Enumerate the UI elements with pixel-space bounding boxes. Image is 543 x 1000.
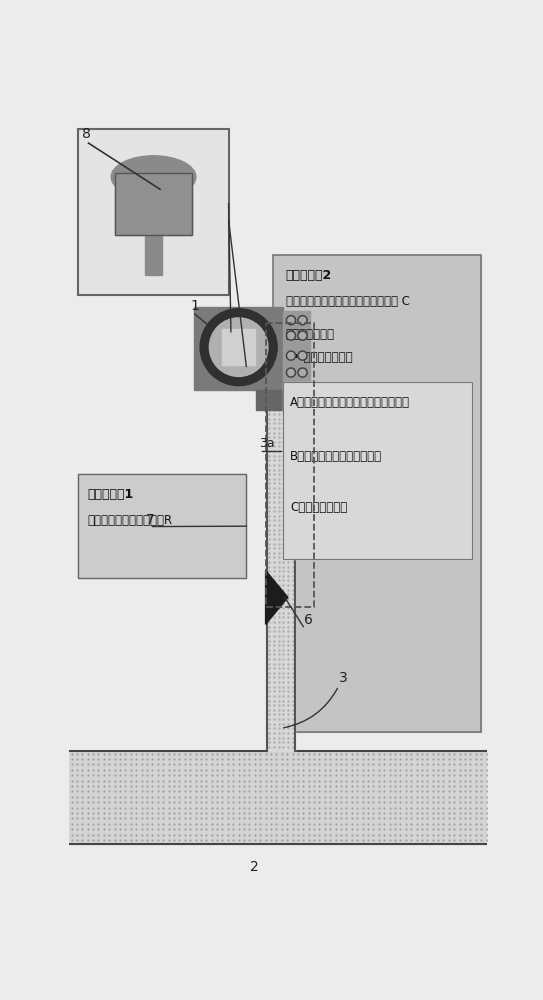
Bar [256, 390, 306, 410]
Ellipse shape [111, 156, 196, 198]
Bar [79, 129, 229, 295]
Text: 3: 3 [339, 671, 348, 685]
Text: 堵塞（闭塞）的流路阻抗R: 堵塞（闭塞）的流路阻抗R [88, 514, 173, 527]
Circle shape [210, 318, 268, 376]
Text: 2: 2 [250, 860, 259, 874]
Bar [273, 255, 481, 732]
Bar [145, 235, 162, 275]
Circle shape [286, 331, 295, 340]
Circle shape [288, 369, 294, 376]
Circle shape [288, 333, 294, 339]
Circle shape [286, 316, 295, 325]
Circle shape [299, 333, 306, 339]
Text: 7: 7 [146, 513, 155, 527]
Circle shape [200, 309, 277, 386]
Circle shape [298, 368, 307, 377]
Text: 有关的要素2: 有关的要素2 [286, 269, 332, 282]
Circle shape [299, 369, 306, 376]
Circle shape [286, 351, 295, 360]
Text: 3a: 3a [258, 437, 274, 450]
Text: 8: 8 [83, 127, 91, 141]
Bar [79, 474, 247, 578]
Circle shape [298, 316, 307, 325]
Bar [79, 474, 247, 578]
Circle shape [286, 368, 295, 377]
Bar [115, 173, 192, 235]
Circle shape [288, 317, 294, 323]
Text: B）充满导压管道路内的流体: B）充满导压管道路内的流体 [290, 450, 382, 463]
Bar [283, 311, 310, 388]
Bar [223, 329, 255, 365]
Bar [282, 382, 472, 559]
Circle shape [298, 331, 307, 340]
Bar [115, 173, 192, 235]
Bar [273, 255, 481, 732]
Text: 位于堵塞～信号发生器之间的变形量 C: 位于堵塞～信号发生器之间的变形量 C [286, 295, 409, 308]
Circle shape [298, 351, 307, 360]
Text: • 变形要素的例子: • 变形要素的例子 [293, 351, 353, 364]
Bar [70, 751, 488, 844]
Bar [282, 382, 472, 559]
Circle shape [299, 317, 306, 323]
Polygon shape [266, 570, 288, 624]
Circle shape [299, 353, 306, 359]
Text: 6: 6 [304, 613, 313, 627]
Text: 有关的要素1: 有关的要素1 [88, 488, 134, 501]
Bar [79, 129, 229, 295]
Bar [194, 307, 283, 390]
Circle shape [288, 353, 294, 359]
Bar [267, 393, 295, 751]
Text: 变形要素的例子: 变形要素的例子 [286, 328, 334, 341]
Text: A）压力信号发生器的受压面（膜片）: A）压力信号发生器的受压面（膜片） [290, 396, 410, 409]
Text: C）导压管的管壁: C）导压管的管壁 [290, 501, 348, 514]
Text: 1: 1 [190, 299, 199, 313]
Bar [266, 323, 314, 607]
